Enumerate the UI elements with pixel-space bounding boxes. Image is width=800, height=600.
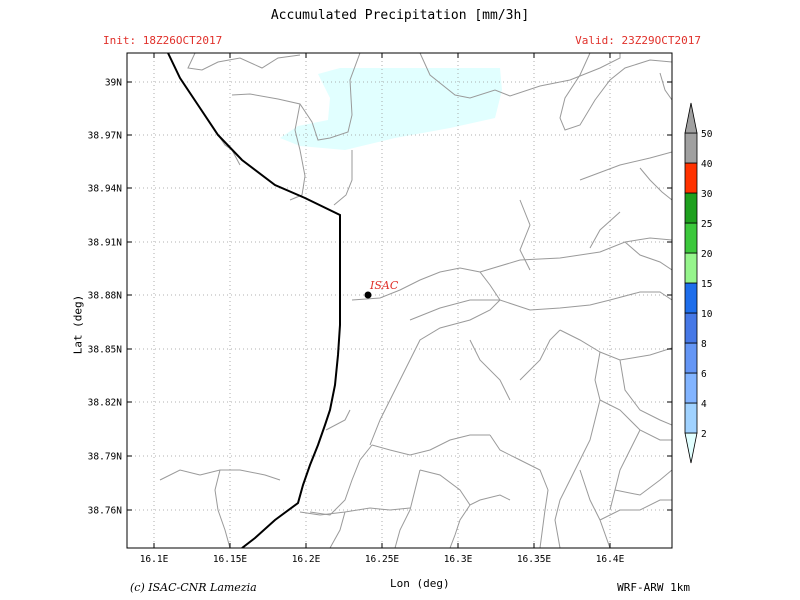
valid-time-label: Valid: 23Z29OCT2017 <box>575 34 701 47</box>
x-tick-label: 16.35E <box>517 554 552 565</box>
colorbar-label: 8 <box>701 339 707 350</box>
colorbar-label: 25 <box>701 219 712 230</box>
y-tick-label: 38.94N <box>88 184 123 195</box>
colorbar-segment <box>684 372 698 404</box>
model-label: WRF-ARW 1km <box>617 581 690 594</box>
colorbar-label: 20 <box>701 249 713 260</box>
isac-station-label: ISAC <box>369 279 399 292</box>
colorbar-segment <box>684 312 698 344</box>
colorbar: 2 4 6 8 10 15 20 25 30 40 50 <box>684 102 713 464</box>
colorbar-segment <box>684 192 698 224</box>
x-tick-label: 16.25E <box>365 554 400 565</box>
gridlines <box>127 53 672 548</box>
map-title: Accumulated Precipitation [mm/3h] <box>270 8 530 23</box>
x-axis-ticks: 16.1E 16.15E 16.2E 16.25E 16.3E 16.35E 16.4E <box>140 53 625 565</box>
x-tick-label: 16.4E <box>596 554 625 565</box>
colorbar-lower-cap <box>684 432 698 464</box>
x-tick-label: 16.3E <box>444 554 473 565</box>
colorbar-label: 15 <box>701 279 712 290</box>
colorbar-label: 10 <box>701 309 713 320</box>
colorbar-segment <box>684 162 698 194</box>
precip-area <box>280 68 502 150</box>
colorbar-segment <box>684 222 698 254</box>
colorbar-label: 4 <box>701 399 707 410</box>
y-tick-label: 38.82N <box>88 398 123 409</box>
colorbar-label: 40 <box>701 159 713 170</box>
y-axis-ticks: 39N 38.97N 38.94N 38.91N 38.88N 38.85N 38.82N 3… <box>88 78 672 517</box>
colorbar-segment <box>684 282 698 314</box>
admin-boundaries <box>159 53 672 548</box>
y-tick-label: 39N <box>105 78 122 89</box>
colorbar-label: 2 <box>701 429 707 440</box>
y-tick-label: 38.88N <box>88 291 123 302</box>
x-tick-label: 16.15E <box>213 554 248 565</box>
y-tick-label: 38.79N <box>88 452 123 463</box>
isac-station-marker <box>364 291 372 299</box>
x-axis-label: Lon (deg) <box>390 577 450 590</box>
x-tick-label: 16.1E <box>140 554 169 565</box>
colorbar-upper-cap <box>684 102 698 134</box>
colorbar-segment <box>684 342 698 374</box>
y-tick-label: 38.85N <box>88 345 123 356</box>
y-tick-label: 38.91N <box>88 238 123 249</box>
y-tick-label: 38.97N <box>88 131 123 142</box>
y-tick-label: 38.76N <box>88 506 123 517</box>
colorbar-segment <box>684 132 698 164</box>
coastline-boundary <box>167 53 341 548</box>
x-tick-label: 16.2E <box>292 554 321 565</box>
colorbar-label: 6 <box>701 369 707 380</box>
colorbar-label: 30 <box>701 189 713 200</box>
colorbar-label: 50 <box>701 129 713 140</box>
plot-frame <box>126 52 673 549</box>
colorbar-segment <box>684 402 698 434</box>
credit-label: (c) ISAC-CNR Lamezia <box>130 581 257 594</box>
colorbar-segment <box>684 252 698 284</box>
init-time-label: Init: 18Z26OCT2017 <box>103 34 223 47</box>
